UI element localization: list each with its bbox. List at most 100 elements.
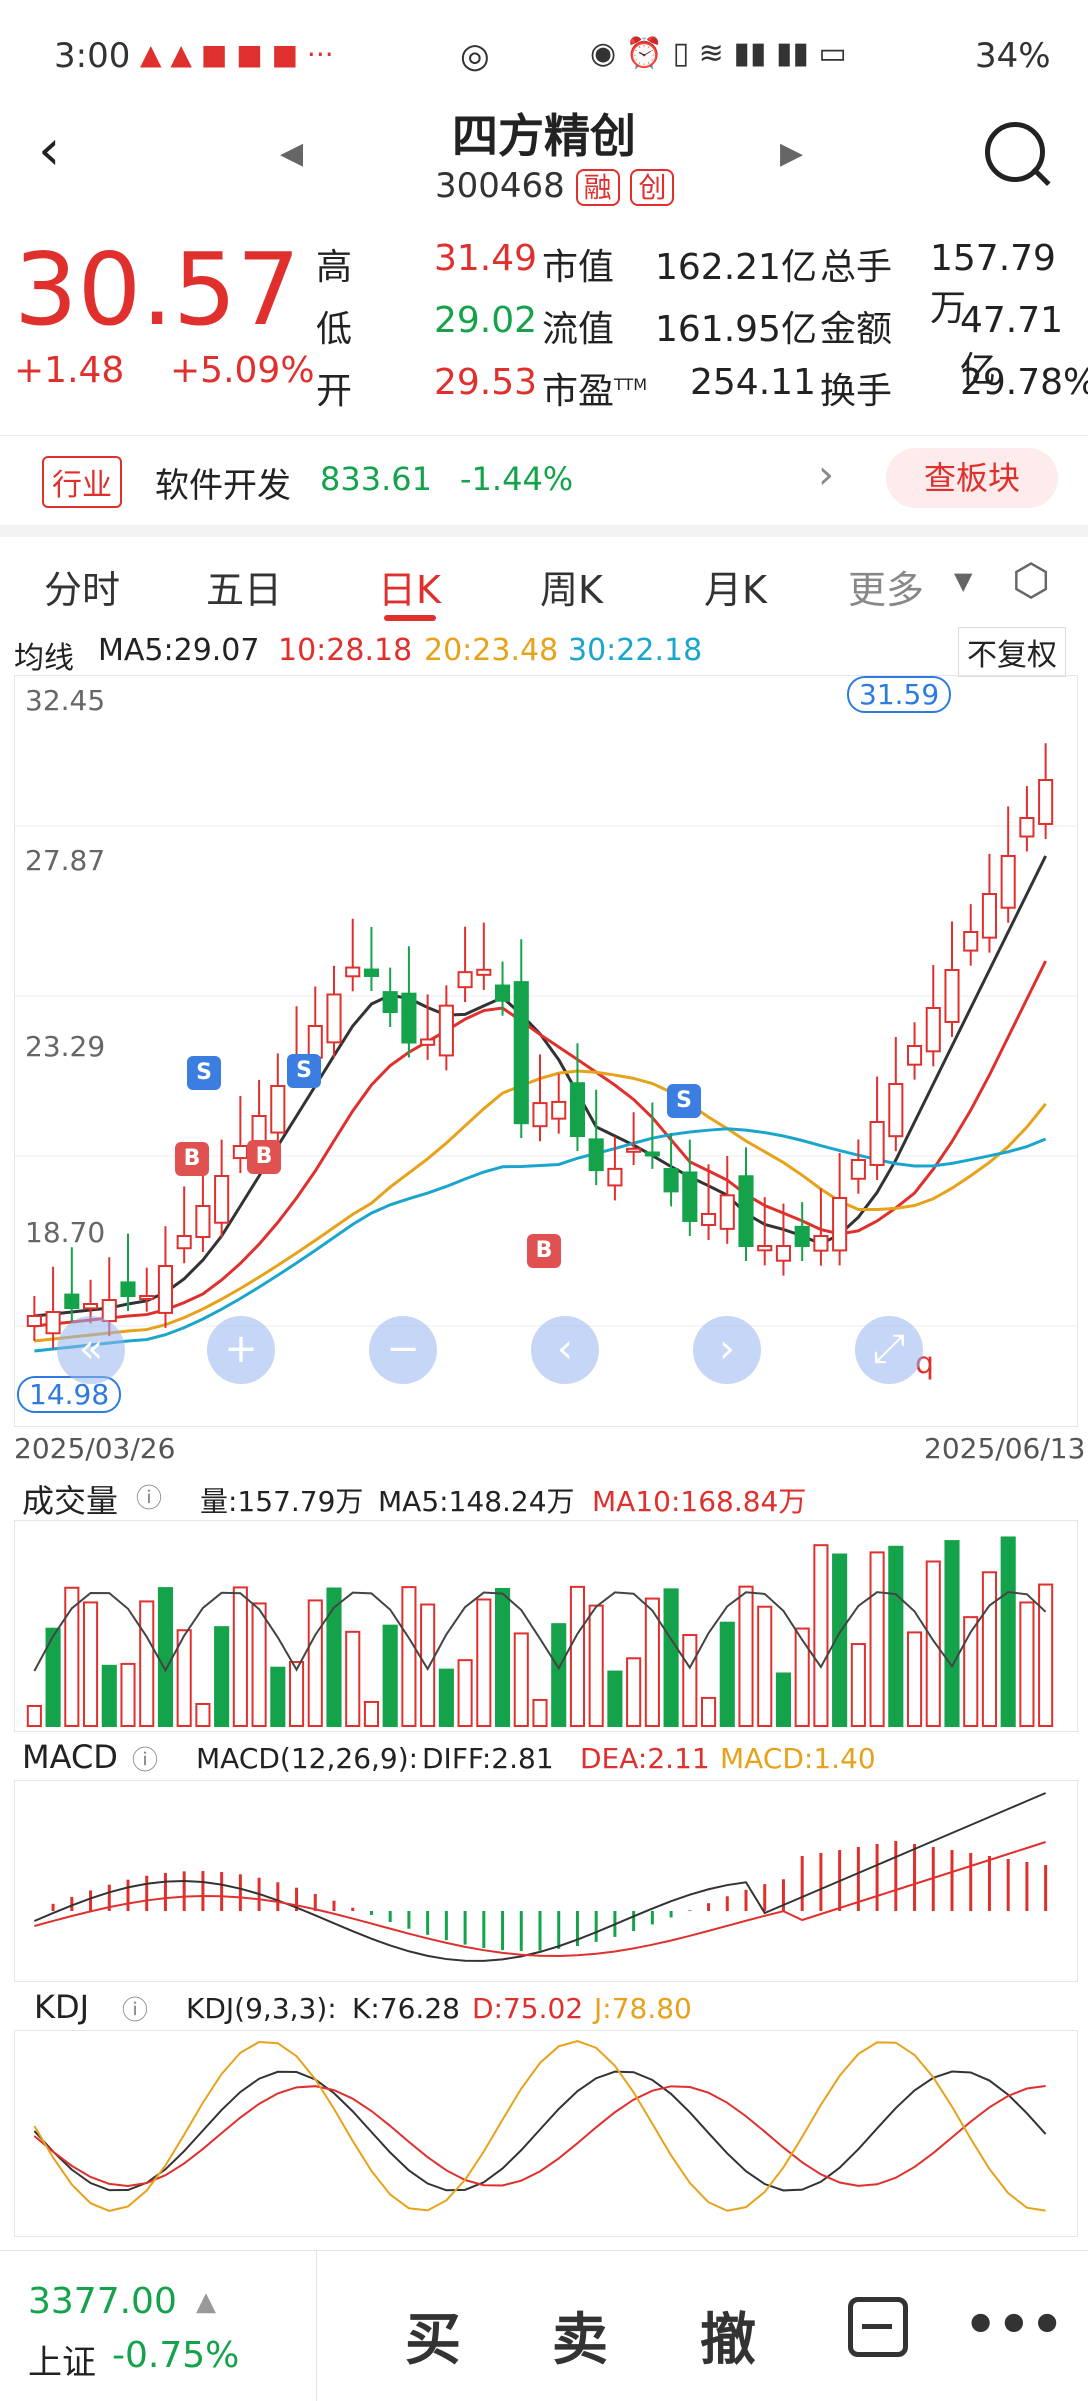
candle-body [775,1245,792,1262]
volume-bar [944,1540,960,1728]
volume-value: 量:157.79万 [200,1485,364,1518]
volume-bar [963,1616,979,1727]
tab-monthly-k[interactable]: 月K [704,568,767,612]
settings-icon[interactable]: ⬡ [1012,555,1051,606]
stock-name: 四方精创 [452,109,636,163]
open-label: 开 [316,371,353,412]
pe-value: 254.11 [690,362,816,403]
volume-bar [663,1588,679,1727]
help-icon[interactable]: ⓘ [136,1484,163,1514]
buy-button[interactable]: 买 [405,2308,461,2373]
buy-marker: B [247,1140,281,1174]
total-volume-label: 总手 [820,247,893,288]
candle-body [700,1212,717,1226]
candle-body [382,991,398,1013]
help-icon[interactable]: ⓘ [132,1746,159,1776]
volume-bar [401,1586,417,1727]
sell-button[interactable]: 卖 [552,2308,608,2373]
volume-bar [626,1657,642,1727]
volume-bar [532,1698,548,1728]
kdj-title: KDJ [34,1988,90,2026]
tab-intraday[interactable]: 分时 [44,568,121,612]
rewind-button[interactable]: « [57,1316,125,1384]
sell-marker: S [287,1054,321,1088]
zoom-out-button[interactable]: − [369,1316,437,1384]
volume-bar [1019,1601,1035,1727]
scroll-left-button[interactable]: ‹ [531,1316,599,1384]
tab-more[interactable]: 更多 [848,568,925,612]
back-icon[interactable]: ‹ [38,118,61,183]
cancel-order-button[interactable]: 撤 [700,2308,756,2373]
scroll-right-button[interactable]: › [693,1316,761,1384]
adjust-button[interactable]: 不复权 [958,627,1066,677]
volume-bar [64,1586,80,1727]
view-sector-button[interactable]: 查板块 [886,448,1058,508]
sync-icon: ◎ [460,36,490,76]
tab-daily-k[interactable]: 日K [378,568,441,612]
volume-bar [738,1585,754,1727]
candle-body [45,1311,61,1335]
volume-header: 成交量 ⓘ 量:157.79万 MA5:148.24万 MA10:168.84万 [0,1470,1088,1520]
ma10-value: 10:28.18 [278,633,413,668]
volume-bar [139,1600,155,1727]
volume-bar [757,1605,773,1727]
ma-line [34,960,1047,1328]
more-icon[interactable]: ••• [964,2295,1064,2355]
volume-ma5: MA5:148.24万 [378,1485,575,1518]
candle-body [869,1121,885,1166]
macd-header: MACD ⓘ MACD(12,26,9): DIFF:2.81 DEA:2.11… [0,1730,1088,1780]
pe-label: 市盈 [542,371,615,412]
index-change: -0.75% [112,2335,240,2376]
volume-bar [82,1601,99,1727]
triangle-up-icon: ▲ [196,2287,216,2317]
minus-box-icon[interactable] [848,2297,908,2357]
ma-legend: 均线 MA5:29.07 10:28.18 20:23.48 30:22.18 … [0,625,1088,677]
kdj-d: D:75.02 [472,1992,584,2025]
kdj-header: KDJ ⓘ KDJ(9,3,3): K:76.28 D:75.02 J:78.8… [0,1980,1088,2030]
chart-tabs: 分时 五日 日K 周K 月K 更多 ▼ ⬡ [0,537,1088,627]
volume-bar [101,1664,117,1727]
volume-bar [195,1702,211,1727]
search-icon[interactable] [985,122,1045,182]
tab-five-day[interactable]: 五日 [206,568,283,612]
fullscreen-button[interactable]: ⤢ [855,1316,923,1384]
volume-bar [888,1545,904,1727]
volume-bar [420,1603,436,1727]
ma-label: 均线 [14,641,74,676]
high-marker: 31.59 [847,676,952,713]
help-icon[interactable]: ⓘ [122,1996,149,2026]
industry-name[interactable]: 软件开发 [155,466,291,506]
candle-body [120,1281,136,1297]
volume-bar [850,1643,866,1727]
zoom-in-button[interactable]: + [207,1316,275,1384]
y-label-2: 27.87 [25,844,106,877]
sell-marker: S [187,1056,221,1090]
tab-weekly-k[interactable]: 周K [540,568,603,612]
candle-body [157,1265,174,1314]
market-cap-value: 162.21亿 [655,247,817,288]
candle-body [551,1100,567,1120]
next-stock-icon[interactable]: ▶ [780,136,804,171]
chevron-down-icon[interactable]: ▼ [954,567,973,595]
prev-stock-icon[interactable]: ◀ [280,136,304,171]
kdj-chart [14,2030,1078,2237]
macd-dea-line [34,1841,1046,1957]
volume-bar [832,1553,848,1728]
active-tab-indicator [384,615,436,621]
margin-tag: 融 [575,169,620,206]
volume-bar [26,1705,42,1727]
volume-bar [607,1670,623,1727]
y-label-top: 32.45 [25,684,106,717]
candle-body [925,1007,941,1053]
volume-ma10: MA10:168.84万 [592,1485,807,1518]
candle-body [214,1175,230,1224]
volume-bar [794,1627,810,1727]
price-change-pct: +5.09% [170,350,315,391]
candle-body [607,1167,623,1187]
turnover-rate-value: 29.78% [960,362,1088,403]
bottom-bar: 3377.00 ▲ 上证 -0.75% 买 卖 撤 ••• [0,2250,1088,2401]
stock-code: 300468 [435,166,565,206]
kline-chart[interactable]: 32.45 27.87 23.29 18.70 31.59 14.98 q « … [14,675,1078,1427]
volume-bar [270,1666,286,1727]
chevron-right-icon[interactable]: › [818,452,834,498]
